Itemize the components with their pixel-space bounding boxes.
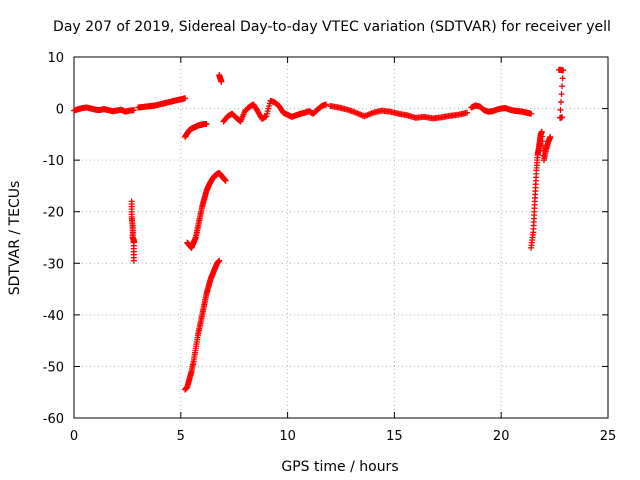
- plot-frame: [73, 56, 609, 419]
- series-baseline_0_3: [71, 104, 137, 115]
- series-dip_21_7: [528, 128, 554, 251]
- series-drop_2_8: [128, 198, 137, 264]
- y-tick-label: -30: [43, 257, 64, 272]
- data-point: [559, 83, 566, 90]
- y-tick-label: -50: [43, 360, 64, 375]
- series-mid_12_18: [327, 102, 471, 122]
- x-tick-label: 0: [70, 429, 78, 444]
- data-point: [557, 106, 564, 113]
- x-tick-label: 10: [279, 429, 296, 444]
- data-point: [559, 75, 566, 82]
- series-arc_3_5: [135, 95, 189, 111]
- series-late_18_21: [468, 102, 535, 117]
- y-tick-label: -10: [43, 154, 64, 169]
- data-point: [528, 110, 535, 117]
- series-arc_5_3: [182, 121, 210, 140]
- series-late_22: [555, 66, 567, 121]
- x-tick-label: 20: [493, 429, 510, 444]
- data-point: [559, 114, 566, 121]
- series-spike_6_8: [216, 72, 225, 85]
- data-point: [560, 67, 567, 74]
- data-point: [218, 78, 225, 85]
- x-tick-label: 25: [600, 429, 617, 444]
- x-tick-label: 5: [177, 429, 185, 444]
- data-point: [558, 99, 565, 106]
- y-tick-label: -20: [43, 206, 64, 221]
- y-tick-label: -40: [43, 309, 64, 324]
- series-rise_5_3: [184, 170, 229, 251]
- x-tick-label: 15: [386, 429, 403, 444]
- data-point: [558, 91, 565, 98]
- y-tick-label: 10: [47, 51, 64, 66]
- data-points: [71, 66, 567, 393]
- axis-ticks: 0 5 10 15 20 25 -60 -50 -40 -30 -20 -10 0 10: [43, 51, 617, 444]
- x-axis-label: GPS time / hours: [281, 459, 398, 475]
- data-point: [222, 177, 229, 184]
- data-point: [323, 101, 330, 108]
- data-point: [130, 257, 137, 264]
- data-point: [216, 257, 223, 264]
- data-point: [130, 107, 137, 114]
- series-rise_5_2: [182, 257, 223, 393]
- data-point: [203, 121, 210, 128]
- series-mid_7_12: [220, 97, 330, 125]
- data-point: [182, 95, 189, 102]
- y-axis-label: SDTVAR / TECUs: [7, 181, 23, 296]
- data-point: [464, 109, 471, 116]
- chart-title: Day 207 of 2019, Sidereal Day-to-day VTE…: [53, 19, 611, 35]
- y-tick-label: -60: [43, 412, 64, 427]
- y-tick-label: 0: [56, 103, 64, 118]
- data-point: [547, 133, 554, 140]
